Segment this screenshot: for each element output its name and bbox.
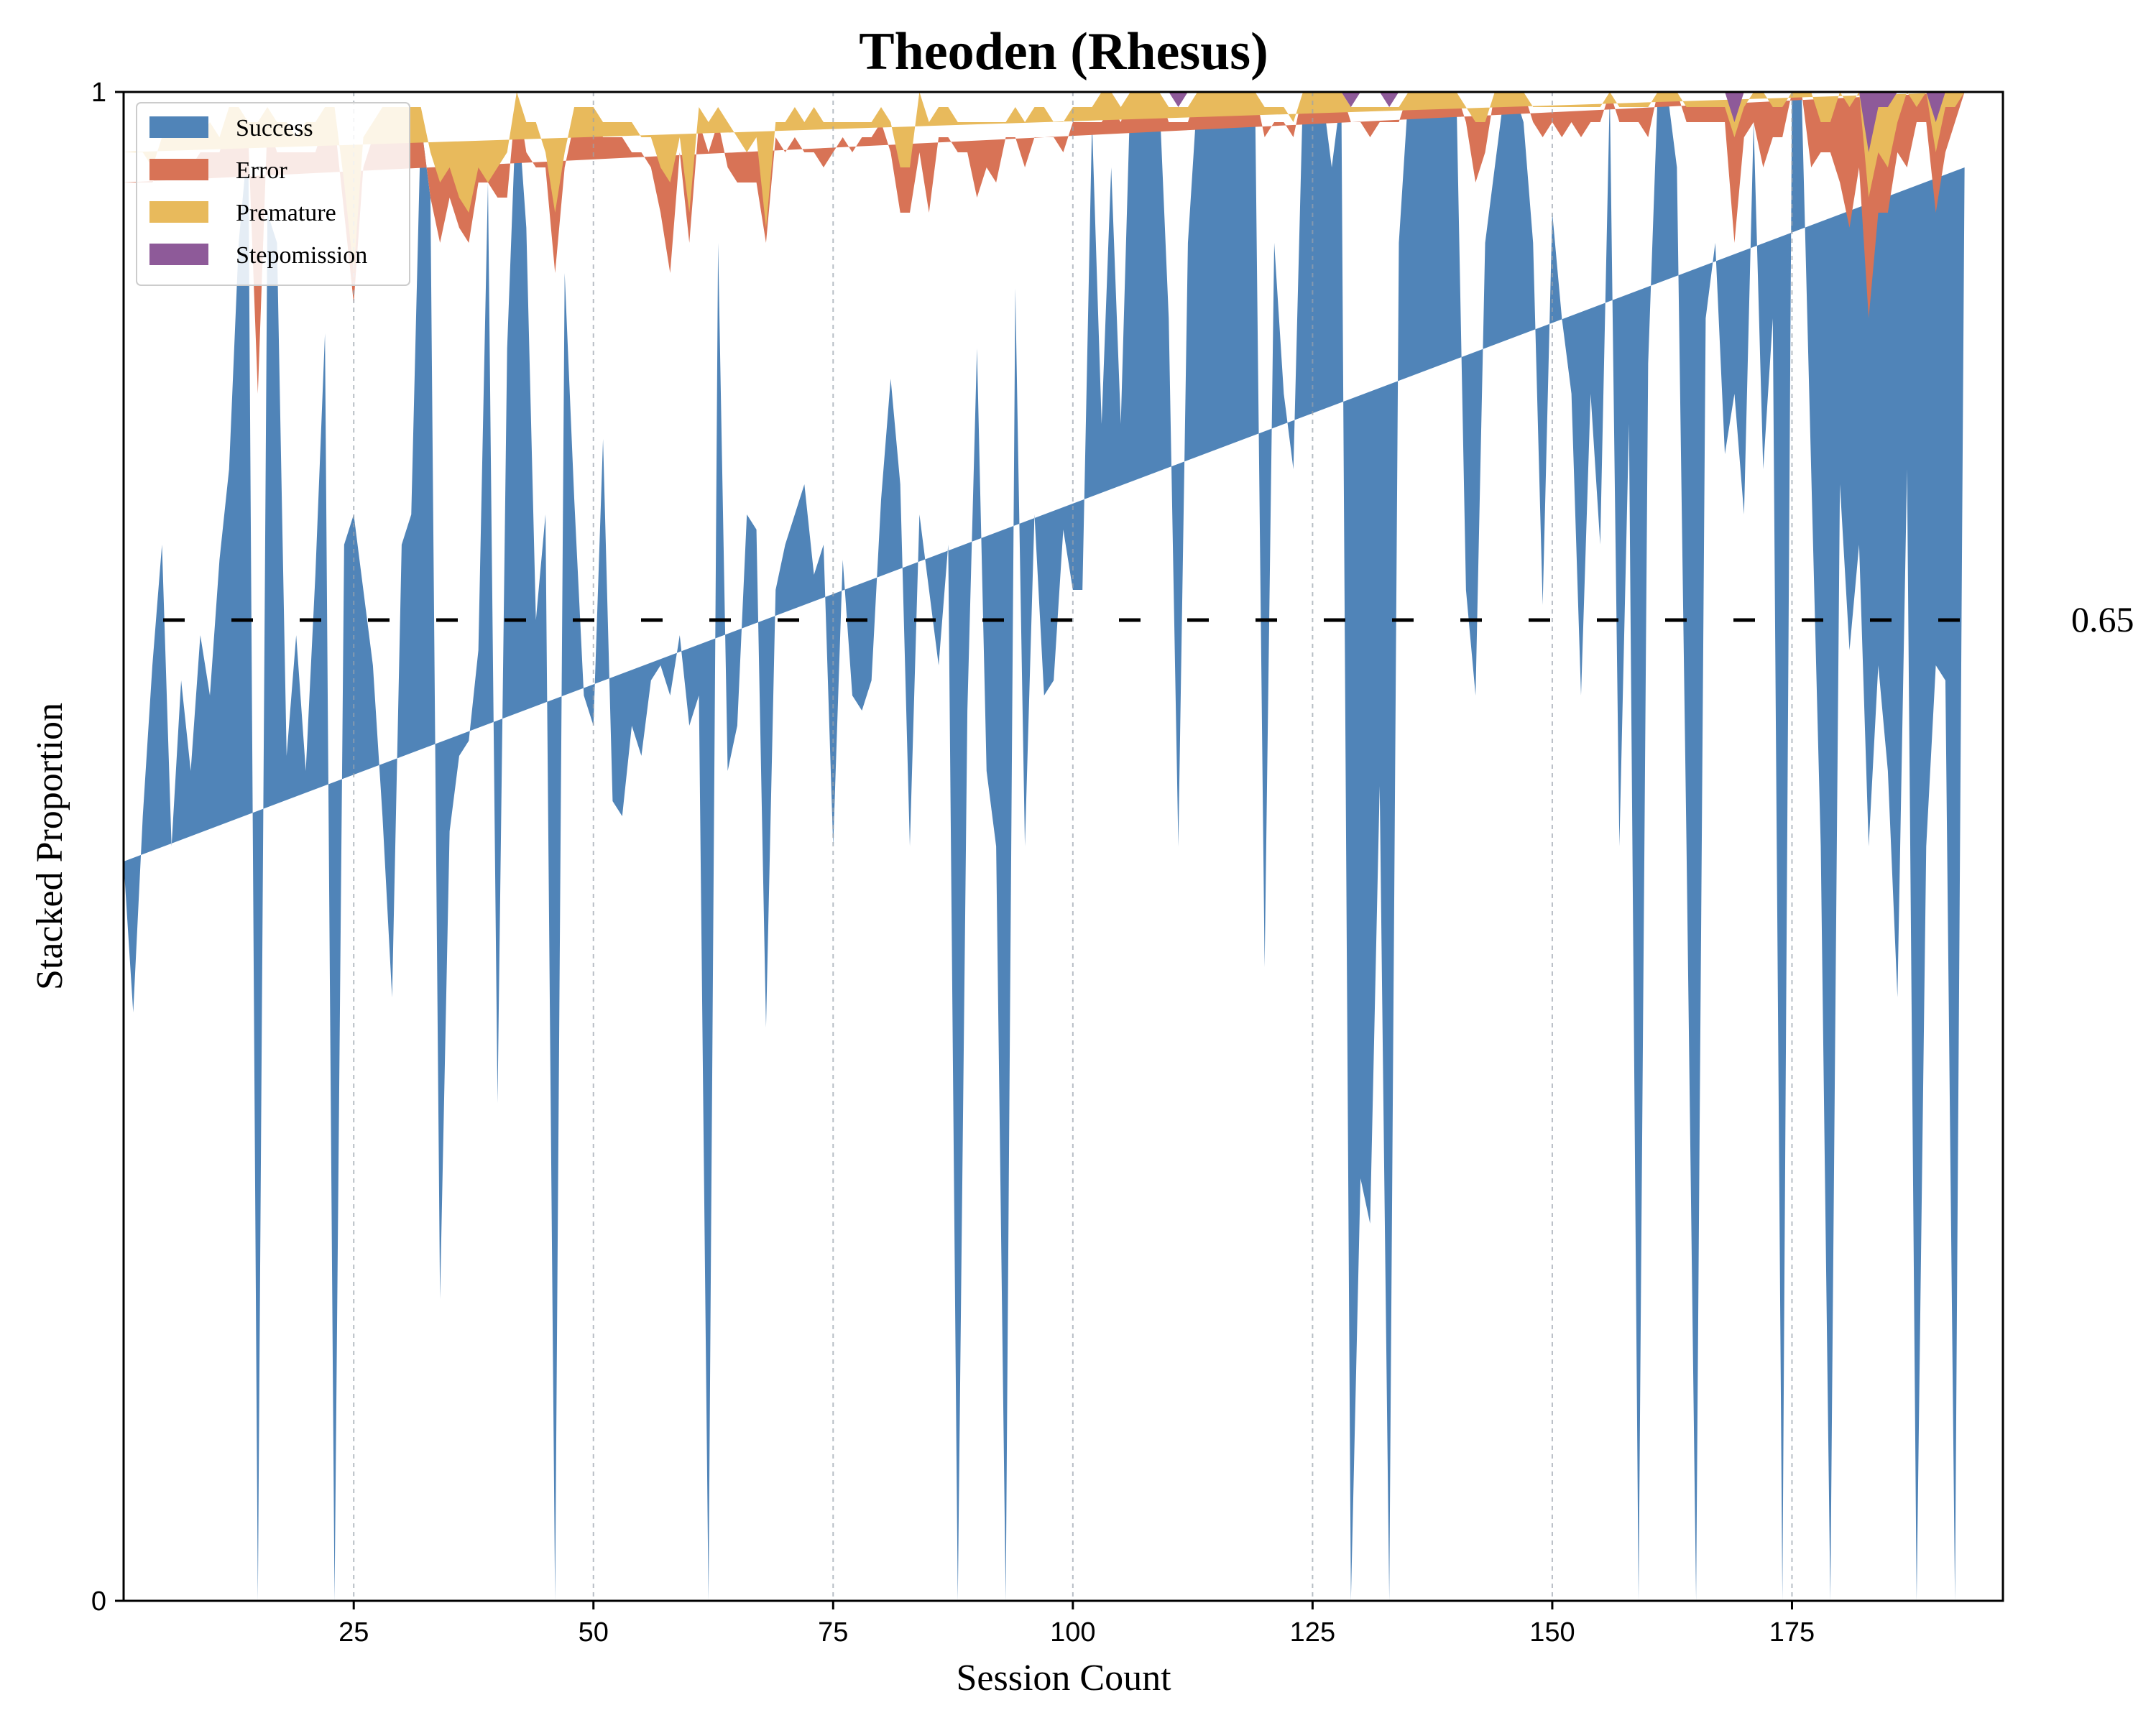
- x-axis-title: Session Count: [956, 1658, 1171, 1699]
- legend-swatch-premature: [149, 201, 208, 223]
- legend-label-premature: Premature: [236, 200, 336, 226]
- area-premature: [124, 92, 1965, 273]
- x-tick-label-50: 50: [579, 1617, 609, 1648]
- x-tick-label-75: 75: [818, 1617, 848, 1648]
- area-success: [124, 92, 1965, 1601]
- legend: Success Error Premature Stepomission: [136, 102, 410, 286]
- legend-items: Success Error Premature Stepomission: [149, 115, 367, 269]
- y-axis-title: Stacked Proportion: [29, 703, 70, 990]
- x-tick-label-25: 25: [338, 1617, 369, 1648]
- vertical-gridlines: [353, 92, 1793, 1601]
- legend-box: [136, 102, 410, 286]
- y-tick-label-1: 1: [91, 78, 106, 108]
- axis-ticks: 25 50 75 100 125 150 175 0 1: [91, 78, 1815, 1648]
- threshold-line-group: 0.65: [124, 599, 2134, 639]
- x-tick-label-150: 150: [1529, 1617, 1575, 1648]
- x-tick-label-125: 125: [1290, 1617, 1335, 1648]
- legend-swatch-success: [149, 116, 208, 138]
- legend-label-error: Error: [236, 157, 287, 184]
- x-tick-label-175: 175: [1769, 1617, 1815, 1648]
- x-tick-label-100: 100: [1050, 1617, 1095, 1648]
- plot-frame: [122, 91, 2004, 1602]
- chart-title: Theoden (Rhesus): [859, 22, 1268, 81]
- legend-swatch-error: [149, 159, 208, 180]
- y-tick-label-0: 0: [91, 1586, 106, 1617]
- legend-swatch-stepomission: [149, 244, 208, 265]
- stacked-areas: [124, 92, 1965, 1601]
- threshold-label: 0.65: [2071, 599, 2134, 639]
- area-error: [124, 92, 1965, 394]
- legend-label-success: Success: [236, 115, 313, 142]
- legend-label-stepomission: Stepomission: [236, 242, 367, 269]
